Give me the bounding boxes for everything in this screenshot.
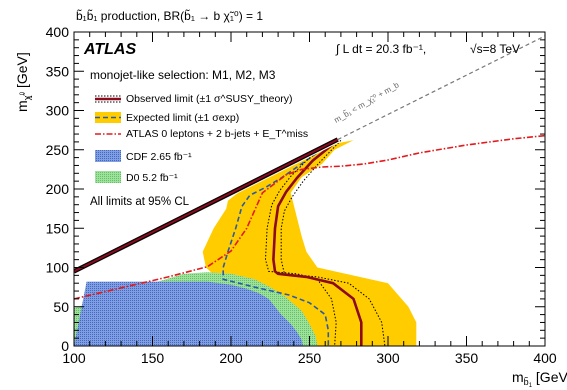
y-tick-label: 400 [46, 24, 70, 40]
x-tick-label: 100 [62, 350, 86, 366]
x-tick-label: 200 [219, 350, 243, 366]
luminosity-label: ∫ L dt = 20.3 fb⁻¹, [335, 42, 426, 56]
x-tick-label: 400 [533, 350, 557, 366]
diagonal-solid-fill [74, 138, 339, 273]
legend-cdf-label: CDF 2.65 fb⁻¹ [126, 151, 192, 163]
kinematic-boundary-label: m_b̃₁ < m_χ̃₁⁰ + m_b [333, 80, 401, 125]
selection-label: monojet-like selection: M1, M2, M3 [90, 68, 276, 82]
observed-plus-sigma-line [280, 139, 386, 346]
y-tick-label: 250 [46, 142, 70, 158]
y-tick-label: 0 [61, 338, 69, 354]
x-tick-label: 250 [298, 350, 322, 366]
legend-expected-label: Expected limit (±1 σexp) [126, 112, 239, 124]
x-tick-label: 150 [141, 350, 165, 366]
confidence-level-note: All limits at 95% CL [90, 196, 190, 208]
observed-limit-line [272, 139, 363, 346]
axis-ticks [73, 31, 546, 347]
observed-minus-sigma-line [264, 139, 337, 346]
experiment-label: ATLAS [83, 41, 136, 58]
x-tick-label: 350 [455, 350, 479, 366]
diagonal-dashed-line [337, 35, 545, 141]
x-tick-label: 300 [376, 350, 400, 366]
atlas-0l-line [74, 134, 545, 300]
y-tick-label: 350 [46, 63, 70, 79]
legend-observed-label: Observed limit (±1 σ^SUSY_theory) [126, 93, 293, 105]
y-tick-label: 300 [46, 103, 70, 119]
energy-label: √s=8 TeV [470, 42, 520, 56]
legend-atlas0l-label: ATLAS 0 leptons + 2 b-jets + E_T^miss [126, 128, 308, 140]
cdf-excluded-area [74, 281, 304, 346]
data-layer [74, 35, 545, 346]
axis-tick-labels: 100 150 200 250 300 350 400 0 50 100 150 200 250 300 3… [46, 24, 557, 366]
legend: Observed limit (±1 σ^SUSY_theory) Expect… [90, 93, 308, 208]
expected-limit-line [222, 142, 331, 346]
y-tick-label: 50 [53, 299, 69, 315]
legend-cdf-swatch [95, 150, 121, 162]
legend-d0-swatch [95, 171, 121, 183]
y-tick-label: 150 [46, 220, 70, 236]
y-tick-label: 100 [46, 260, 70, 276]
legend-d0-label: D0 5.2 fb⁻¹ [126, 172, 178, 184]
y-tick-label: 200 [46, 181, 70, 197]
chart-title: b̃₁b̃₁ production, BR(b̃₁ → b χ̃₁⁰) = 1 [76, 8, 263, 23]
x-axis-title: mb̃1 [GeV] [512, 369, 567, 389]
y-axis-title: mχ̃10 [GeV] [14, 52, 34, 112]
